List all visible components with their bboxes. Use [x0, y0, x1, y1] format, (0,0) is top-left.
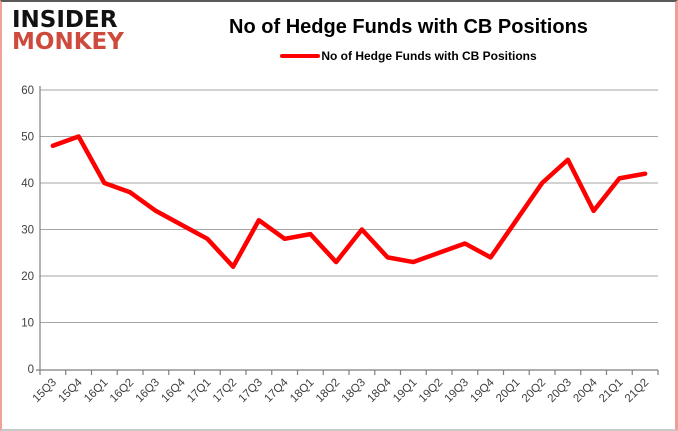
x-tick-label: 20Q4	[571, 376, 600, 405]
chart-header: INSIDER MONKEY No of Hedge Funds with CB…	[2, 2, 675, 80]
legend-label: No of Hedge Funds with CB Positions	[321, 49, 537, 63]
x-tick-label: 19Q3	[443, 377, 471, 405]
x-tick-label: 16Q1	[82, 377, 110, 405]
x-tick-label: 21Q2	[623, 377, 651, 405]
y-tick-label: 10	[21, 318, 34, 330]
logo-line1: INSIDER	[12, 7, 118, 33]
x-tick-label: 19Q4	[468, 376, 497, 405]
x-tick-label: 21Q1	[597, 377, 625, 405]
x-tick-label: 18Q3	[340, 377, 368, 405]
y-tick-label: 60	[21, 85, 34, 97]
x-tick-label: 17Q2	[211, 377, 239, 405]
title-block: No of Hedge Funds with CB Positions No o…	[142, 2, 675, 63]
x-tick-label: 15Q4	[56, 376, 85, 405]
y-tick-label: 50	[21, 132, 34, 144]
y-tick-label: 30	[21, 225, 34, 237]
x-tick-label: 17Q4	[262, 376, 291, 405]
insider-monkey-logo: INSIDER MONKEY	[2, 2, 142, 54]
x-tick-label: 20Q2	[520, 377, 548, 405]
x-tick-label: 19Q1	[391, 377, 419, 405]
x-tick-label: 16Q2	[108, 377, 136, 405]
x-tick-label: 15Q3	[31, 377, 59, 405]
y-tick-label: 40	[21, 178, 34, 190]
x-tick-label: 20Q1	[494, 377, 522, 405]
chart-title: No of Hedge Funds with CB Positions	[229, 16, 588, 38]
x-tick-label: 19Q2	[417, 377, 445, 405]
x-tick-label: 16Q4	[159, 376, 188, 405]
logo-line2: MONKEY	[12, 28, 124, 55]
legend: No of Hedge Funds with CB Positions	[142, 49, 675, 63]
y-tick-label: 0	[28, 364, 34, 376]
x-tick-label: 18Q1	[288, 377, 316, 405]
legend-line-swatch	[280, 54, 321, 58]
x-tick-label: 17Q3	[237, 377, 265, 405]
y-tick-label: 20	[21, 271, 34, 283]
data-line	[50, 134, 648, 269]
x-tick-label: 16Q3	[134, 377, 162, 405]
x-tick-label: 18Q4	[365, 376, 394, 405]
x-tick-label: 17Q1	[185, 377, 213, 405]
line-chart: 010203040506015Q315Q416Q116Q216Q316Q417Q…	[21, 85, 659, 405]
x-tick-label: 18Q2	[314, 377, 342, 405]
x-tick-label: 20Q3	[546, 377, 574, 405]
